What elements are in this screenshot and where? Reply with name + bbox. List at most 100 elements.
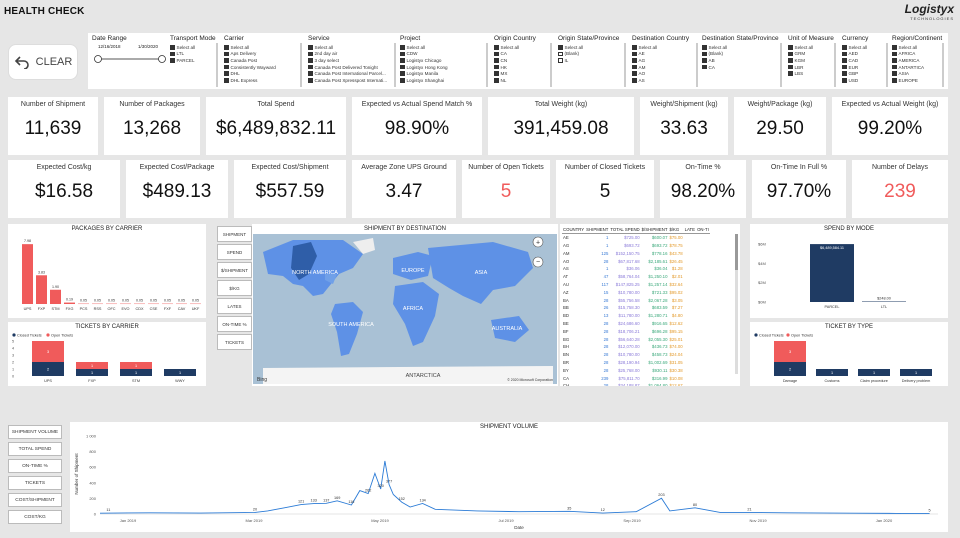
checkbox[interactable] (224, 64, 229, 70)
metric-tab[interactable]: SHIPMENT VOLUME (8, 425, 62, 439)
filter-option[interactable]: Logistyx Manila (400, 70, 490, 77)
filter-option[interactable]: 3 day select (308, 57, 398, 64)
table-row[interactable]: BF 28 $18,706.21 $696.28 $95.15 (562, 327, 710, 335)
volume-line[interactable] (99, 460, 930, 515)
column-header[interactable]: LATE (683, 226, 697, 235)
filter-scrollbar[interactable] (550, 43, 552, 87)
checkbox[interactable] (494, 71, 499, 76)
table-row[interactable]: CA 239 $75,811.70 $316.99 $10.08 (562, 374, 710, 382)
table-row[interactable]: AU 117 $147,825.25 $1,257.14 $32.64 (562, 281, 710, 289)
checkbox[interactable] (308, 78, 313, 83)
filter-option[interactable]: Select all (788, 44, 838, 51)
checkbox[interactable] (170, 51, 175, 57)
table-row[interactable]: BR 28 $28,190.94 $1,002.69 $31.05 (562, 359, 710, 367)
filter-option[interactable]: (Blank) (702, 51, 784, 58)
filter-option[interactable]: Select all (702, 44, 784, 51)
column-header[interactable]: SHIPMENT (585, 226, 610, 235)
checkbox[interactable] (170, 58, 175, 63)
table-row[interactable]: AE 1 $725.00 $600.07 $75.00 (562, 234, 710, 242)
filter-option[interactable]: AED (842, 51, 890, 58)
table-row[interactable]: BH 28 $12,070.00 $436.73 $74.00 (562, 343, 710, 351)
column-header[interactable]: $/KG (668, 226, 684, 235)
checkbox[interactable] (892, 64, 897, 70)
table-row[interactable]: AS 1 $36.06 $36.04 $1.28 (562, 265, 710, 273)
filter-scrollbar[interactable] (394, 43, 396, 87)
map-tab[interactable]: TICKETS (217, 334, 252, 350)
map-tab[interactable]: SPEND (217, 244, 252, 260)
filter-option[interactable]: AO (632, 70, 700, 77)
checkbox[interactable] (494, 64, 499, 70)
checkbox[interactable] (494, 45, 499, 50)
checkbox[interactable] (788, 64, 793, 70)
checkbox[interactable] (224, 78, 229, 83)
bar-open[interactable] (32, 341, 64, 362)
filter-option[interactable]: Canada Post Delivered Tonight (308, 64, 398, 71)
map-tab[interactable]: $/KG (217, 280, 252, 296)
checkbox[interactable] (308, 51, 313, 57)
table-row[interactable]: BY 28 $25,768.00 $930.11 $30.38 (562, 366, 710, 374)
filter-option[interactable]: AM (632, 64, 700, 71)
filter-option[interactable]: CA (494, 51, 554, 58)
filter-option[interactable]: Canada Post (224, 57, 304, 64)
checkbox[interactable] (788, 45, 793, 50)
filter-option[interactable]: CDW (400, 51, 490, 58)
filter-option[interactable]: Select all (224, 44, 304, 51)
table-row[interactable]: BD 13 $11,780.00 $1,280.71 $4.80 (562, 312, 710, 320)
bar-closed[interactable] (858, 369, 890, 376)
filter-option[interactable]: USD (842, 77, 890, 84)
filter-option[interactable]: GRM (788, 51, 838, 58)
filter-option[interactable]: Select all (892, 44, 946, 51)
bar-closed[interactable] (76, 369, 108, 376)
filter-option[interactable]: Logistyx Hong Kong (400, 64, 490, 71)
checkbox[interactable] (400, 78, 405, 83)
column-header[interactable]: TOTAL SPEND (609, 226, 641, 235)
checkbox[interactable] (788, 51, 793, 57)
filter-option[interactable]: Select all (400, 44, 490, 51)
filter-option[interactable]: Select all (308, 44, 398, 51)
filter-scrollbar[interactable] (886, 43, 888, 87)
filter-option[interactable]: IL (558, 57, 628, 64)
bar[interactable] (862, 301, 906, 303)
bar-closed[interactable] (164, 369, 196, 376)
checkbox[interactable] (308, 64, 313, 70)
checkbox[interactable] (632, 64, 637, 70)
slider-handle-end[interactable] (158, 55, 166, 63)
checkbox[interactable] (632, 71, 637, 76)
checkbox[interactable] (632, 51, 637, 57)
filter-option[interactable]: Consistently Wayward (224, 64, 304, 71)
column-header[interactable]: COUNTRY (562, 226, 586, 235)
map-tab[interactable]: LATES (217, 298, 252, 314)
filter-option[interactable]: LBR (788, 64, 838, 71)
filter-option[interactable]: GBP (842, 70, 890, 77)
checkbox[interactable] (892, 71, 897, 76)
filter-option[interactable]: Canada Post Xpresspost Internati... (308, 77, 398, 84)
checkbox[interactable] (400, 71, 405, 76)
filter-option[interactable]: EUROPE (892, 77, 946, 84)
checkbox[interactable] (224, 51, 229, 57)
filter-option[interactable]: DHL (224, 70, 304, 77)
checkbox[interactable] (842, 78, 847, 83)
filter-option[interactable]: CA (702, 64, 784, 71)
filter-option[interactable]: Select all (842, 44, 890, 51)
bar[interactable] (64, 302, 75, 304)
filter-option[interactable]: CN (494, 57, 554, 64)
checkbox[interactable] (558, 45, 563, 50)
bar[interactable] (36, 275, 47, 304)
checkbox[interactable] (558, 51, 563, 57)
bar-closed[interactable] (816, 369, 848, 376)
zoom-in-icon[interactable] (532, 236, 544, 248)
checkbox[interactable] (308, 45, 313, 50)
map-tab[interactable]: SHIPMENT (217, 226, 252, 242)
filter-option[interactable]: ASIA (892, 70, 946, 77)
filter-option[interactable]: AFRICA (892, 51, 946, 58)
checkbox[interactable] (788, 71, 793, 76)
table-row[interactable]: BN 28 $10,780.00 $458.73 $24.04 (562, 351, 710, 359)
filter-option[interactable]: PARCEL (170, 57, 220, 64)
checkbox[interactable] (224, 58, 229, 63)
bar-open[interactable] (76, 362, 108, 369)
column-header[interactable]: ON-TI (696, 226, 710, 235)
slider-handle-start[interactable] (94, 55, 102, 63)
checkbox[interactable] (892, 45, 897, 50)
filter-scrollbar[interactable] (780, 43, 782, 87)
checkbox[interactable] (170, 45, 175, 50)
